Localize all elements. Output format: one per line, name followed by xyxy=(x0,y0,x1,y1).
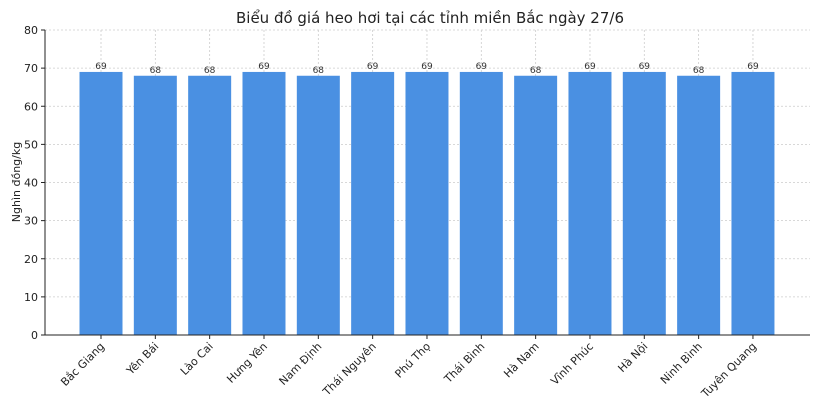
bar xyxy=(79,71,123,335)
y-tick-label: 30 xyxy=(24,215,38,228)
bar xyxy=(351,71,395,335)
data-label: 69 xyxy=(367,62,379,72)
bar xyxy=(133,75,177,335)
x-tick-label: Hà Nam xyxy=(501,340,541,380)
x-tick-label: Tuyên Quang xyxy=(698,340,759,401)
data-label: 68 xyxy=(204,66,216,76)
data-label: 69 xyxy=(421,62,433,72)
bar xyxy=(677,75,721,335)
data-label: 68 xyxy=(313,66,325,76)
bar xyxy=(514,75,558,335)
x-tick-label: Bắc Giang xyxy=(58,340,107,389)
y-tick-label: 50 xyxy=(24,138,38,151)
data-label: 69 xyxy=(476,62,488,72)
bar xyxy=(188,75,232,335)
data-label: 68 xyxy=(693,66,705,76)
y-tick-label: 0 xyxy=(31,329,38,342)
data-label: 69 xyxy=(584,62,596,72)
data-label: 69 xyxy=(95,62,107,72)
bar xyxy=(242,71,286,335)
y-axis-label: Nghìn đồng/kg xyxy=(10,142,23,222)
x-tick-label: Vĩnh Phúc xyxy=(548,340,596,388)
y-tick-label: 70 xyxy=(24,62,38,75)
x-tick-label: Phú Thọ xyxy=(392,340,433,381)
data-label: 69 xyxy=(747,62,759,72)
bar xyxy=(568,71,612,335)
bar xyxy=(622,71,666,335)
x-tick-label: Hà Nội xyxy=(615,340,650,375)
x-tick-label: Nam Định xyxy=(277,340,325,388)
bar xyxy=(296,75,340,335)
y-tick-label: 20 xyxy=(24,253,38,266)
x-tick-label: Thái Bình xyxy=(441,340,487,386)
x-tick-label: Lào Cai xyxy=(178,340,216,378)
y-tick-label: 10 xyxy=(24,291,38,304)
bar xyxy=(405,71,449,335)
y-tick-label: 80 xyxy=(24,24,38,37)
data-label: 68 xyxy=(150,66,162,76)
data-label: 69 xyxy=(258,62,270,72)
y-tick-label: 60 xyxy=(24,100,38,113)
bar xyxy=(459,71,503,335)
x-tick-label: Thái Nguyên xyxy=(320,340,379,399)
x-tick-label: Ninh Bình xyxy=(658,340,705,387)
y-tick-label: 40 xyxy=(24,177,38,190)
x-tick-label: Hưng Yên xyxy=(224,340,270,386)
bar xyxy=(731,71,775,335)
chart-title: Biểu đồ giá heo hơi tại các tỉnh miền Bắ… xyxy=(236,9,624,27)
data-label: 68 xyxy=(530,66,542,76)
x-tick-label: Yên Bái xyxy=(123,340,161,378)
data-label: 69 xyxy=(639,62,651,72)
